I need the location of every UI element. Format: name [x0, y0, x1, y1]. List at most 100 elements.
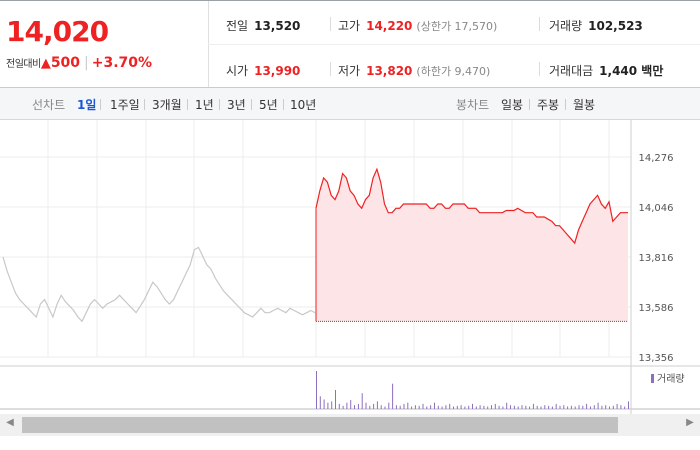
tab-3m[interactable]: 3개월 [152, 98, 182, 112]
volume-bar [453, 406, 454, 409]
tab-1w[interactable]: 1주일 [110, 98, 140, 112]
upper-limit: (상한가 17,570) [416, 20, 498, 33]
stat-label: 시가 [226, 64, 249, 78]
intraday-chart: 14,276 14,046 13,816 13,586 13,356 거래량 [0, 120, 700, 414]
volume-bars [316, 371, 629, 409]
volume-bar [582, 405, 584, 409]
volume-bar [590, 406, 591, 409]
volume-bar [456, 405, 458, 409]
tab-5y[interactable]: 5년 [259, 98, 278, 112]
volume-bar [536, 405, 538, 409]
tab-divider [565, 99, 566, 110]
volume-bar [354, 405, 355, 409]
volume-bar [586, 403, 588, 409]
y-tick-label: 14,276 [639, 153, 674, 164]
stat-label: 고가 [338, 19, 361, 33]
volume-bar [513, 405, 515, 409]
divider [539, 17, 540, 31]
volume-bar [540, 406, 542, 409]
volume-bar [361, 393, 363, 409]
scroll-right-arrow-icon[interactable]: ▶ [686, 417, 694, 428]
volume-bar [434, 402, 435, 409]
chart-grid [0, 120, 700, 410]
tab-daily-candle[interactable]: 일봉 [501, 98, 524, 112]
current-price: 14,020 [6, 15, 109, 48]
tab-monthly-candle[interactable]: 월봉 [573, 98, 596, 112]
volume-bar [605, 405, 607, 409]
y-tick-label: 13,356 [639, 353, 674, 364]
volume-bar [464, 406, 466, 409]
tab-1y[interactable]: 1년 [195, 98, 214, 112]
stat-high: 고가 14,220 (상한가 17,570) [338, 17, 497, 34]
volume-bar [563, 405, 565, 409]
volume-legend-label: 거래량 [657, 373, 685, 385]
stat-volume: 거래량 102,523 [549, 17, 643, 34]
stat-low: 저가 13,820 (하한가 9,470) [338, 62, 490, 79]
chart-scrollbar[interactable]: ◀ ▶ [0, 414, 700, 436]
up-triangle-icon: ▲ [40, 56, 51, 71]
volume-bar [414, 405, 416, 409]
tab-3y[interactable]: 3년 [227, 98, 246, 112]
change-amount: 500 [50, 55, 81, 71]
stats-divider [208, 44, 700, 45]
line-chart-header: 선차트 [32, 98, 66, 112]
price-box: 14,020 전일대비▲500 | +3.70% [0, 1, 209, 87]
stat-label: 전일 [226, 19, 249, 33]
volume-bar [327, 402, 329, 409]
tab-1d[interactable]: 1일 [77, 98, 97, 112]
volume-bar [411, 406, 413, 409]
volume-bar [422, 403, 424, 409]
volume-bar [525, 405, 527, 409]
volume-bar [449, 403, 451, 409]
volume-bar [323, 399, 325, 409]
stat-trade-value: 거래대금 1,440 백만 [549, 62, 663, 79]
tab-weekly-candle[interactable]: 주봉 [537, 98, 560, 112]
y-tick-label: 13,586 [639, 303, 674, 314]
volume-bar [601, 405, 603, 409]
volume-bar [338, 403, 340, 409]
volume-bar [612, 405, 614, 409]
volume-bar [373, 403, 375, 409]
volume-bar [574, 406, 576, 409]
stat-prev-close: 전일 13,520 [226, 17, 300, 34]
tab-divider [219, 99, 220, 110]
price-change: 전일대비▲500 | +3.70% [6, 55, 152, 71]
volume-bar [487, 406, 489, 409]
volume-bar [460, 405, 462, 409]
volume-bar [407, 402, 409, 409]
volume-bar [365, 402, 367, 409]
volume-bar [551, 406, 553, 409]
lower-limit: (하한가 9,470) [416, 65, 491, 78]
volume-bar [570, 405, 572, 409]
scroll-left-arrow-icon[interactable]: ◀ [6, 417, 14, 428]
volume-bar [517, 406, 519, 409]
volume-bar [418, 405, 420, 409]
y-tick-label: 14,046 [639, 203, 674, 214]
stat-label: 거래대금 [549, 64, 594, 78]
volume-bar [445, 405, 447, 409]
change-label: 전일대비 [6, 59, 41, 70]
tab-10y[interactable]: 10년 [290, 98, 317, 112]
volume-bar [578, 405, 580, 409]
stat-open: 시가 13,990 [226, 62, 300, 79]
scrollbar-thumb[interactable] [22, 417, 618, 433]
volume-bar [388, 402, 390, 409]
volume-bar [498, 405, 500, 409]
price-lines [2, 167, 628, 323]
volume-bar [506, 402, 508, 409]
volume-bar [559, 405, 561, 409]
volume-bar [494, 403, 496, 409]
tab-divider [251, 99, 252, 110]
volume-bar [437, 405, 439, 409]
stat-value: 14,220 [366, 19, 413, 33]
volume-bar [483, 405, 485, 409]
stat-value: 102,523 [588, 19, 643, 33]
volume-bar [342, 405, 344, 409]
volume-bar [346, 402, 348, 409]
volume-bar [430, 405, 432, 409]
volume-legend: 거래량 [651, 373, 685, 385]
divider [539, 62, 540, 76]
volume-bar [597, 402, 599, 409]
volume-bar [403, 403, 405, 409]
divider [330, 17, 331, 31]
